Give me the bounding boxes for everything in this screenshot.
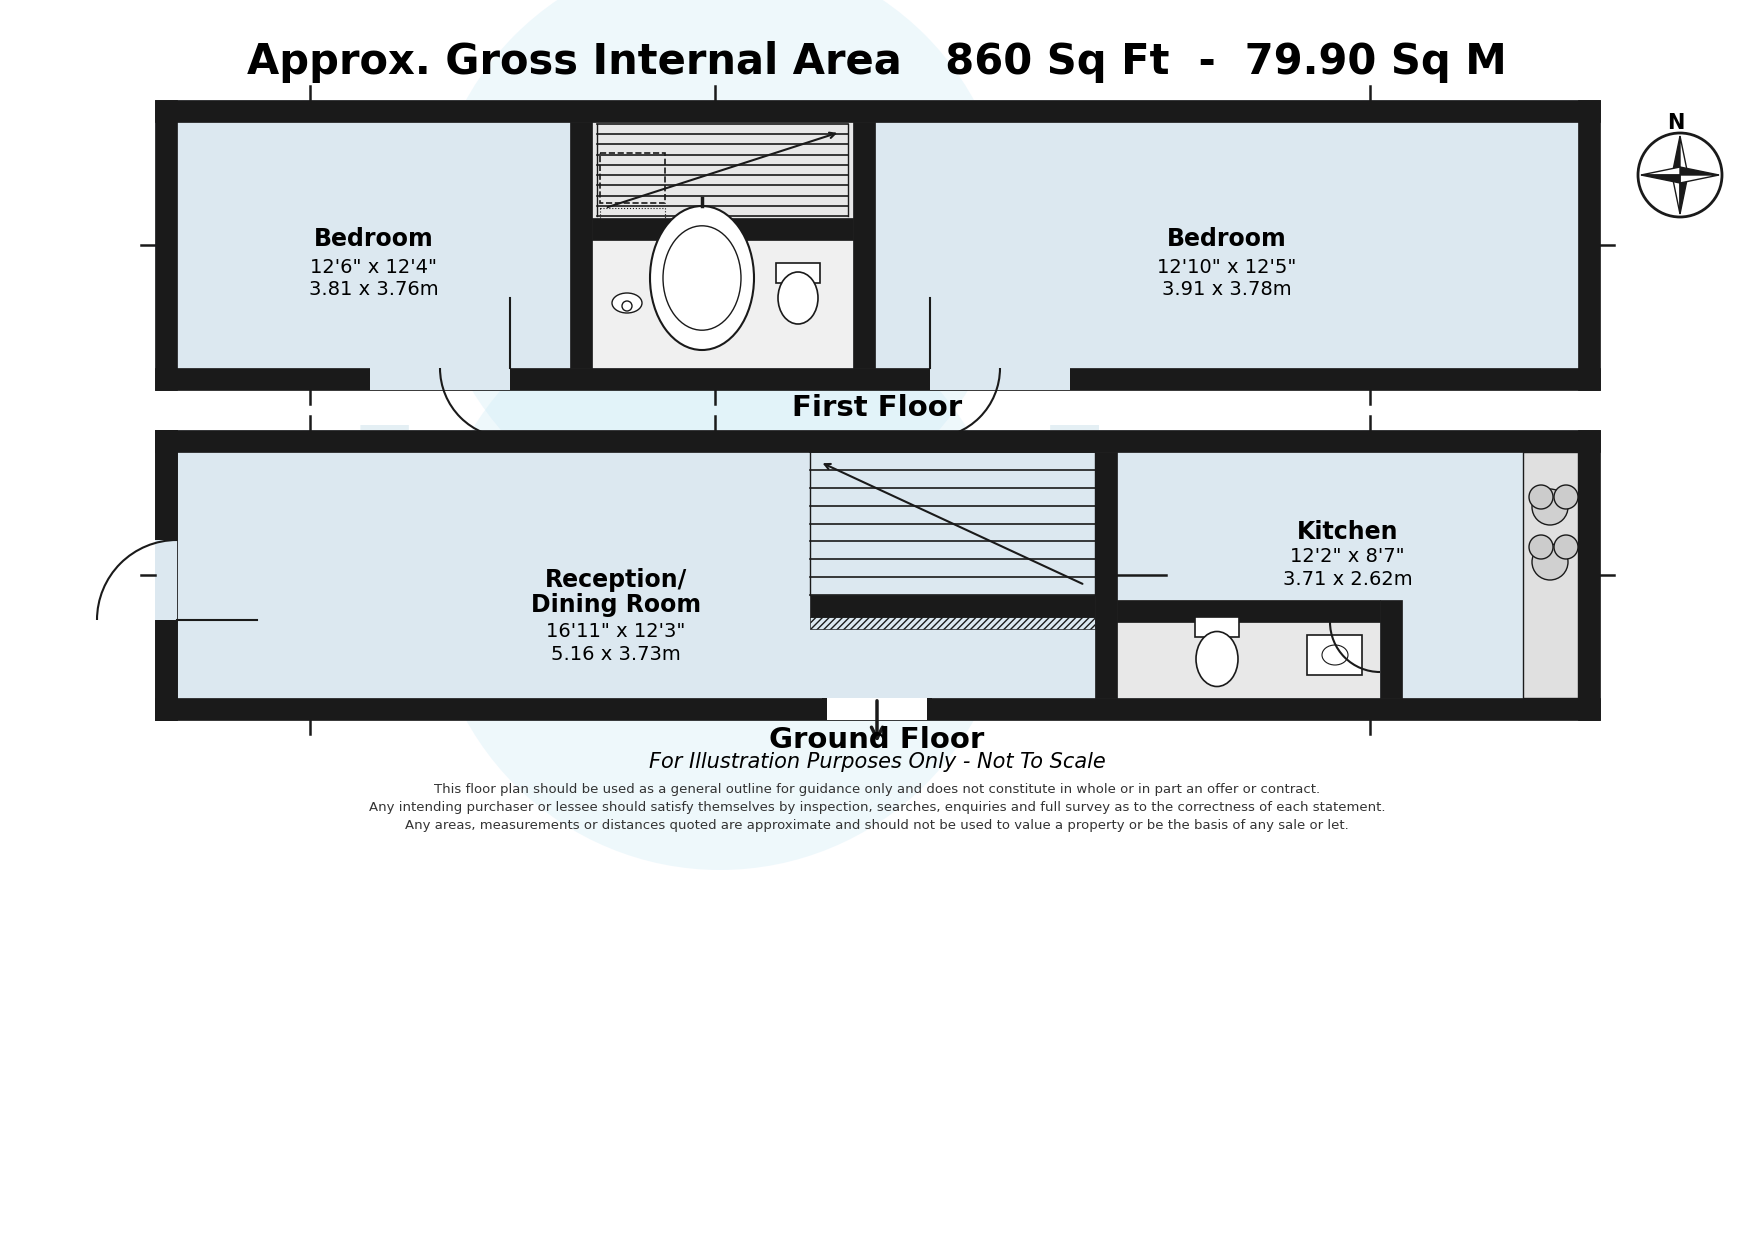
Bar (1117, 600, 1380, 622)
Bar (154, 100, 1600, 391)
Bar (1579, 430, 1600, 720)
Bar (154, 620, 177, 720)
Polygon shape (1642, 175, 1680, 184)
Bar (1522, 453, 1579, 698)
Bar (928, 698, 931, 720)
Text: Reception/: Reception/ (545, 568, 688, 591)
Ellipse shape (651, 206, 754, 350)
Bar (810, 595, 1094, 618)
Polygon shape (1680, 175, 1719, 184)
Text: Bedroom: Bedroom (314, 227, 433, 252)
Bar (593, 218, 852, 241)
Text: 12'2" x 8'7": 12'2" x 8'7" (1291, 547, 1405, 567)
Text: bond: bond (337, 425, 1123, 694)
Bar (154, 430, 177, 720)
Circle shape (1554, 485, 1579, 508)
Text: 12'6" x 12'4": 12'6" x 12'4" (310, 258, 437, 277)
Bar (600, 208, 665, 226)
Polygon shape (1672, 175, 1680, 215)
Text: 3.71 x 2.62m: 3.71 x 2.62m (1282, 570, 1412, 589)
Bar (370, 368, 510, 391)
Text: Residential: Residential (644, 445, 1096, 515)
Bar (570, 122, 593, 368)
Text: Ground Floor: Ground Floor (770, 725, 984, 754)
Bar (1117, 600, 1380, 698)
Bar (154, 698, 1600, 720)
Text: For Illustration Purposes Only - Not To Scale: For Illustration Purposes Only - Not To … (649, 751, 1105, 773)
Bar (1194, 618, 1238, 637)
Text: Dining Room: Dining Room (531, 593, 702, 616)
Text: First Floor: First Floor (793, 394, 961, 422)
Circle shape (623, 301, 631, 311)
Bar (823, 698, 826, 720)
Bar (154, 430, 177, 539)
Ellipse shape (1196, 631, 1238, 687)
Text: Any areas, measurements or distances quoted are approximate and should not be us: Any areas, measurements or distances quo… (405, 820, 1349, 832)
Bar (593, 241, 852, 368)
Circle shape (1638, 133, 1722, 217)
Text: 16'11" x 12'3": 16'11" x 12'3" (545, 622, 686, 641)
Text: N: N (1668, 113, 1684, 133)
Bar (810, 618, 1094, 629)
Circle shape (1529, 534, 1552, 559)
Polygon shape (1680, 136, 1687, 175)
Text: Bedroom: Bedroom (1166, 227, 1286, 252)
Circle shape (1554, 534, 1579, 559)
Bar (154, 430, 1600, 453)
Polygon shape (1672, 136, 1680, 175)
Bar (930, 368, 1070, 391)
Text: 3.81 x 3.76m: 3.81 x 3.76m (309, 280, 438, 299)
Polygon shape (1680, 167, 1719, 175)
Bar (1094, 453, 1117, 698)
Circle shape (1529, 485, 1552, 508)
Bar (600, 153, 665, 203)
Bar (1579, 100, 1600, 391)
Bar (593, 122, 852, 218)
Bar (1307, 635, 1363, 675)
Circle shape (430, 0, 1010, 529)
Bar (154, 100, 177, 391)
Text: Any intending purchaser or lessee should satisfy themselves by inspection, searc: Any intending purchaser or lessee should… (368, 801, 1386, 815)
Bar (775, 263, 821, 283)
Text: 3.91 x 3.78m: 3.91 x 3.78m (1161, 280, 1291, 299)
Bar (154, 539, 177, 620)
Circle shape (430, 290, 1010, 870)
Bar (154, 368, 1600, 391)
Bar (154, 430, 1600, 720)
Circle shape (1531, 544, 1568, 580)
Text: 5.16 x 3.73m: 5.16 x 3.73m (551, 645, 681, 665)
Bar (852, 122, 875, 368)
Ellipse shape (612, 293, 642, 312)
Bar (1380, 600, 1401, 698)
Polygon shape (1680, 175, 1687, 215)
Text: This floor plan should be used as a general outline for guidance only and does n: This floor plan should be used as a gene… (433, 784, 1321, 796)
Bar (823, 698, 931, 720)
Text: Kitchen: Kitchen (1296, 520, 1398, 544)
Ellipse shape (779, 272, 817, 324)
Polygon shape (1642, 167, 1680, 175)
Bar (154, 100, 1600, 122)
Text: Approx. Gross Internal Area   860 Sq Ft  -  79.90 Sq M: Approx. Gross Internal Area 860 Sq Ft - … (247, 41, 1507, 83)
Text: 12'10" x 12'5": 12'10" x 12'5" (1158, 258, 1296, 277)
Circle shape (1531, 489, 1568, 525)
